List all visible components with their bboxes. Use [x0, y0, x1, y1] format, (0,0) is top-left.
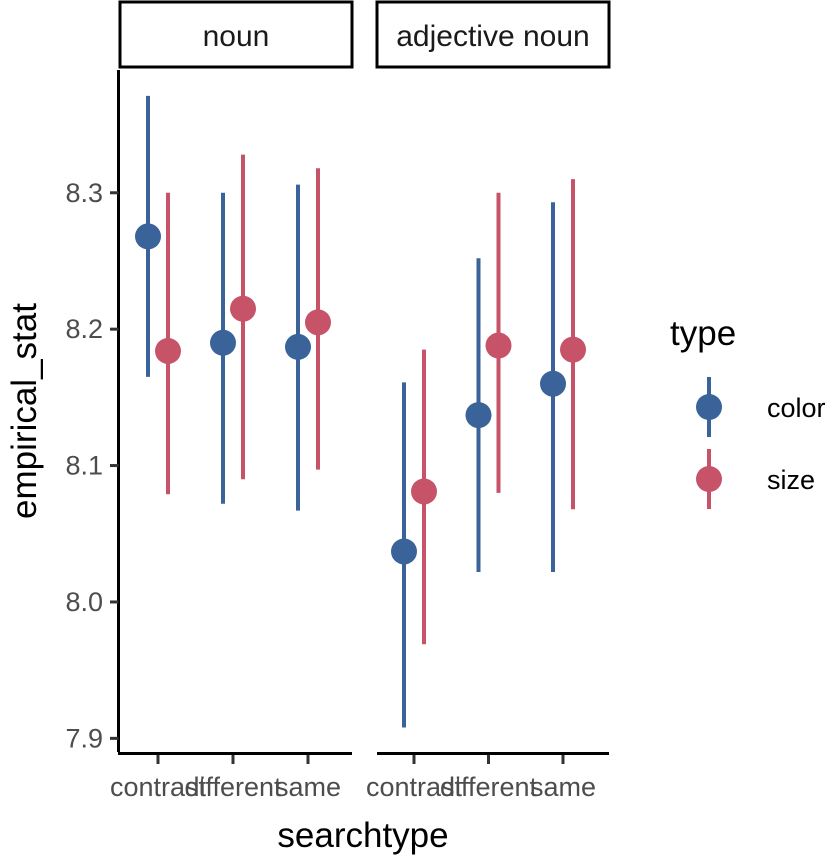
facet-strip [375, 0, 611, 69]
point-size [560, 336, 586, 363]
y-tick-label: 8.1 [65, 451, 103, 481]
y-tick-label: 8.2 [65, 314, 103, 344]
point-size [305, 309, 331, 336]
point-color [391, 538, 417, 565]
point-color [540, 370, 566, 397]
x-tick-label: same [530, 772, 596, 802]
point-color [465, 402, 492, 429]
x-tick-label: contrast [110, 772, 207, 802]
x-tick-label: contrast [366, 772, 463, 802]
point-size [411, 478, 437, 505]
legend-label-color: color [767, 393, 826, 423]
x-tick-label: different [440, 772, 538, 802]
legend-key-point-color [696, 394, 722, 420]
y-axis-title: empirical_stat [5, 303, 44, 519]
point-color [285, 333, 311, 360]
point-size [155, 337, 181, 364]
y-tick-label: 7.9 [65, 723, 103, 753]
x-axis-title: searchtype [277, 816, 448, 855]
facet-strip-label: noun [203, 20, 270, 53]
facet-strip [118, 0, 354, 69]
legend-title: type [670, 314, 736, 353]
y-tick-label: 8.3 [65, 178, 103, 208]
point-size [485, 332, 512, 359]
legend-label-size: size [767, 465, 815, 495]
x-tick-label: same [275, 772, 341, 802]
point-size [230, 295, 256, 322]
x-tick-label: different [184, 772, 282, 802]
y-tick-label: 8.0 [65, 587, 103, 617]
legend-key-point-size [696, 466, 722, 492]
point-color [135, 223, 161, 250]
point-color [210, 329, 236, 356]
facet-strip-label: adjective noun [396, 20, 589, 53]
